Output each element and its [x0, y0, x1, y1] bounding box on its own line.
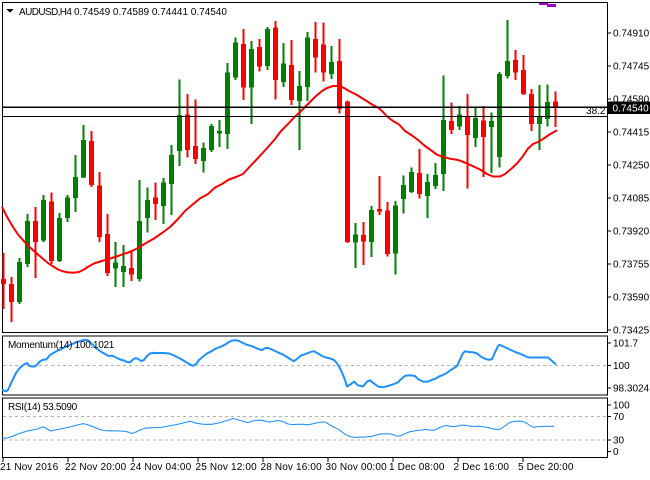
svg-text:0: 0 [613, 447, 619, 458]
svg-text:0.74415: 0.74415 [613, 128, 650, 139]
svg-text:5 Dec 20:00: 5 Dec 20:00 [518, 462, 574, 473]
svg-text:0.74580: 0.74580 [613, 95, 650, 106]
svg-text:25 Nov 12:00: 25 Nov 12:00 [196, 462, 258, 473]
svg-text:98.3024: 98.3024 [613, 384, 650, 395]
svg-text:100: 100 [613, 401, 630, 412]
svg-text:21 Nov 2016: 21 Nov 2016 [0, 462, 59, 473]
svg-text:0.74540: 0.74540 [613, 103, 650, 114]
svg-text:30: 30 [613, 436, 625, 447]
svg-text:0.73920: 0.73920 [613, 227, 650, 238]
svg-text:0.73755: 0.73755 [613, 260, 650, 271]
svg-text:38.2: 38.2 [586, 106, 606, 117]
svg-text:0.74745: 0.74745 [613, 62, 650, 73]
svg-text:30 Nov 00:00: 30 Nov 00:00 [326, 462, 388, 473]
svg-text:0.74085: 0.74085 [613, 194, 650, 205]
svg-text:RSI(14) 53.5090: RSI(14) 53.5090 [8, 402, 78, 413]
svg-text:101.7: 101.7 [613, 339, 638, 350]
svg-text:AUDUSD,H4: AUDUSD,H4 [19, 7, 72, 18]
svg-text:22 Nov 20:00: 22 Nov 20:00 [65, 462, 127, 473]
svg-text:0.73425: 0.73425 [613, 326, 650, 337]
svg-text:0.74549 0.74589 0.74441 0.7454: 0.74549 0.74589 0.74441 0.74540 [74, 7, 227, 18]
svg-text:0.73590: 0.73590 [613, 293, 650, 304]
svg-text:1 Dec 08:00: 1 Dec 08:00 [389, 462, 445, 473]
svg-text:100: 100 [613, 361, 630, 372]
svg-text:0.74910: 0.74910 [613, 29, 650, 40]
svg-text:Momentum(14) 100.1021: Momentum(14) 100.1021 [8, 340, 115, 351]
svg-text:0.74250: 0.74250 [613, 161, 650, 172]
svg-text:24 Nov 04:00: 24 Nov 04:00 [130, 462, 192, 473]
svg-text:2 Dec 16:00: 2 Dec 16:00 [454, 462, 510, 473]
svg-text:28 Nov 16:00: 28 Nov 16:00 [261, 462, 323, 473]
svg-text:70: 70 [613, 412, 625, 423]
